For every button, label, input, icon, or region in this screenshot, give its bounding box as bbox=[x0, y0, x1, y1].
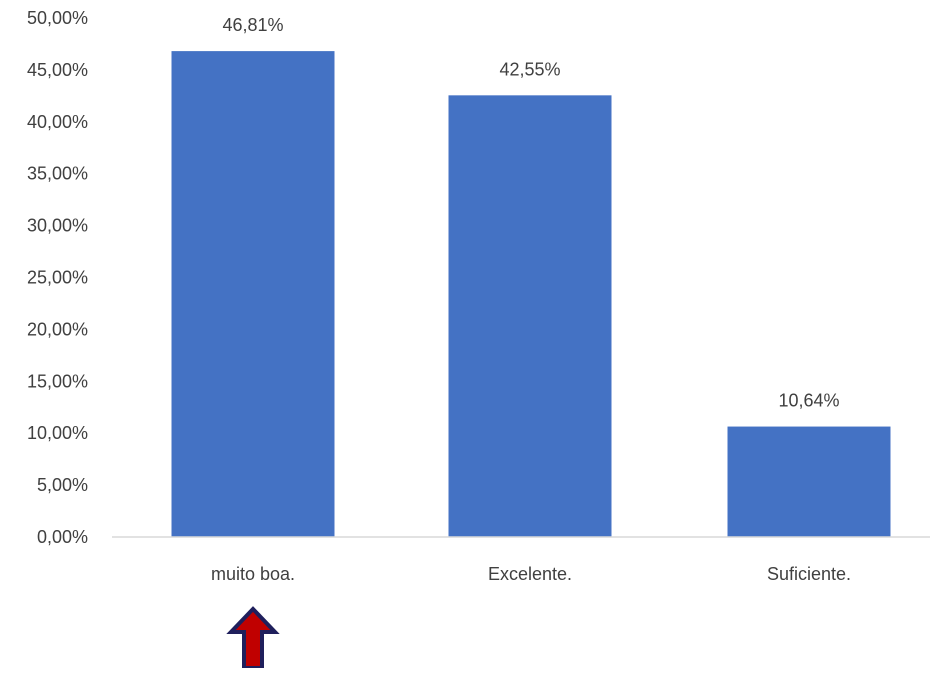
bar bbox=[448, 95, 612, 538]
y-tick-label: 25,00% bbox=[27, 268, 88, 288]
data-label: 10,64% bbox=[778, 391, 839, 411]
y-tick-label: 20,00% bbox=[27, 319, 88, 339]
y-tick-label: 5,00% bbox=[37, 475, 88, 495]
y-axis: 0,00% 5,00% 10,00% 15,00% 20,00% 25,00% 30,00%… bbox=[27, 8, 88, 547]
up-arrow-icon bbox=[226, 606, 280, 670]
bar bbox=[727, 426, 891, 537]
y-tick-label: 0,00% bbox=[37, 527, 88, 547]
data-label: 42,55% bbox=[499, 59, 560, 79]
data-labels: 46,81% 42,55% 10,64% bbox=[222, 15, 839, 410]
y-tick-label: 15,00% bbox=[27, 371, 88, 391]
y-tick-label: 10,00% bbox=[27, 423, 88, 443]
x-tick-label: muito boa. bbox=[211, 564, 295, 584]
x-tick-label: Suficiente. bbox=[767, 564, 851, 584]
bar bbox=[171, 51, 335, 537]
annotations bbox=[226, 606, 280, 670]
x-axis: muito boa. Excelente. Suficiente. bbox=[112, 536, 930, 584]
y-tick-label: 50,00% bbox=[27, 8, 88, 28]
y-tick-label: 35,00% bbox=[27, 164, 88, 184]
x-tick-label: Excelente. bbox=[488, 564, 572, 584]
data-label: 46,81% bbox=[222, 15, 283, 35]
y-tick-label: 45,00% bbox=[27, 60, 88, 80]
bars bbox=[171, 51, 891, 538]
y-tick-label: 30,00% bbox=[27, 216, 88, 236]
y-tick-label: 40,00% bbox=[27, 112, 88, 132]
